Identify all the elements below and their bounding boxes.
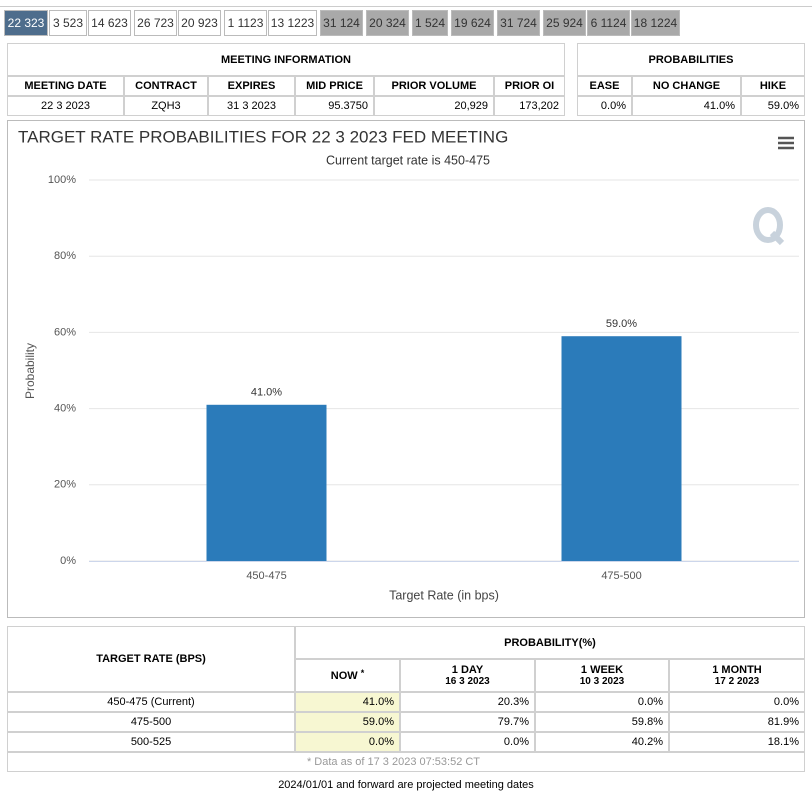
table-cell: 0.0% [535,692,669,712]
table-cell: 59.0% [741,96,805,116]
bar [561,336,682,561]
chart: TARGET RATE PROBABILITIES FOR 22 3 2023 … [7,120,805,618]
column-header: EASE [577,76,632,96]
column-date: 10 3 2023 [579,676,625,687]
table-cell: 31 3 2023 [208,96,295,116]
tab[interactable]: 18 1224 [631,10,680,36]
table-cell: 173,202 [494,96,565,116]
table-cell: 59.8% [535,712,669,732]
column-header: 1 DAY 16 3 2023 [400,659,535,692]
chart-subtitle: Current target rate is 450-475 [326,153,490,167]
column-header: CONTRACT [124,76,208,96]
tab[interactable]: 19 624 [451,10,494,36]
table-cell: 20.3% [400,692,535,712]
table-cell: 450-475 (Current) [7,692,295,712]
tab[interactable]: 1 1123 [224,10,267,36]
y-tick-label: 80% [54,250,76,262]
column-header: 1 WEEK 10 3 2023 [535,659,669,692]
tab[interactable]: 3 523 [49,10,87,36]
column-header: HIKE [741,76,805,96]
tab[interactable]: 31 124 [320,10,363,36]
table-cell: 79.7% [400,712,535,732]
chart-title: TARGET RATE PROBABILITIES FOR 22 3 2023 … [18,127,508,146]
column-header: EXPIRES [208,76,295,96]
column-date: 17 2 2023 [714,676,760,687]
y-tick-label: 100% [48,174,76,186]
table-cell: 40.2% [535,732,669,752]
tab[interactable]: 31 724 [497,10,540,36]
footnote: * Data as of 17 3 2023 07:53:52 CT [7,752,805,772]
table-cell: 59.0% [295,712,400,732]
y-axis-title: Probability [23,343,37,399]
table-title: MEETING INFORMATION [7,43,565,76]
table-cell: 0.0% [400,732,535,752]
table-cell: 0.0% [295,732,400,752]
table-cell: 0.0% [669,692,805,712]
table-cell: 18.1% [669,732,805,752]
tab[interactable]: 22 323 [4,10,48,36]
column-header: MID PRICE [295,76,374,96]
x-tick-label: 475-500 [601,570,641,582]
y-tick-label: 40% [54,403,76,415]
table-cell: ZQH3 [124,96,208,116]
column-header: PRIOR OI [494,76,565,96]
table-cell: 81.9% [669,712,805,732]
table-cell: 41.0% [632,96,741,116]
top-edge [0,0,812,7]
tab[interactable]: 26 723 [134,10,177,36]
menu-button[interactable] [778,136,794,150]
table-cell: 20,929 [374,96,494,116]
column-note: * [360,668,365,678]
y-tick-label: 60% [54,326,76,338]
table-cell: 95.3750 [295,96,374,116]
table-cell: 500-525 [7,732,295,752]
row-header: TARGET RATE (BPS) [7,626,295,692]
column-header: PRIOR VOLUME [374,76,494,96]
column-header: 1 MONTH 17 2 2023 [669,659,805,692]
bar [206,404,327,561]
column-label: 1 DAY [451,664,484,676]
tab[interactable]: 14 623 [88,10,131,36]
tab[interactable]: 20 923 [178,10,221,36]
y-tick-label: 20% [54,479,76,491]
y-tick-label: 0% [60,555,76,567]
table-cell: 41.0% [295,692,400,712]
x-tick-label: 450-475 [246,570,286,582]
column-label: NOW [330,669,358,682]
data-label: 41.0% [251,387,282,399]
table-cell: 0.0% [577,96,632,116]
column-header: NOW * [295,659,400,692]
table-cell: 22 3 2023 [7,96,124,116]
column-label: 1 WEEK [580,664,624,676]
column-header: MEETING DATE [7,76,124,96]
tab[interactable]: 20 324 [366,10,409,36]
x-axis-title: Target Rate (in bps) [389,588,499,602]
tab[interactable]: 1 524 [412,10,448,36]
table-cell: 475-500 [7,712,295,732]
tab[interactable]: 6 1124 [587,10,630,36]
data-label: 59.0% [606,318,637,330]
watermark [753,207,785,246]
tab[interactable]: 25 924 [543,10,586,36]
group-header: PROBABILITY(%) [295,626,805,659]
table-title: PROBABILITIES [577,43,805,76]
column-header: NO CHANGE [632,76,741,96]
column-date: 16 3 2023 [445,676,490,687]
column-label: 1 MONTH [712,664,762,676]
tab[interactable]: 13 1223 [268,10,317,36]
footer-note: 2024/01/01 and forward are projected mee… [278,779,534,791]
